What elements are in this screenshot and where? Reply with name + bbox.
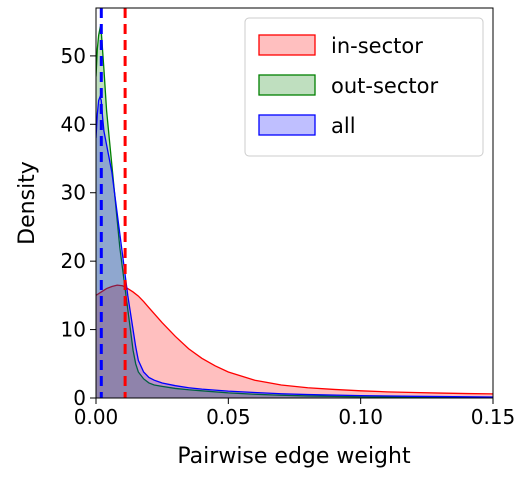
y-tick-label: 30 bbox=[61, 181, 86, 205]
legend-label: all bbox=[331, 114, 356, 138]
area-fill-in-sector bbox=[96, 285, 493, 398]
y-tick-label: 20 bbox=[61, 249, 86, 273]
x-axis-label: Pairwise edge weight bbox=[177, 444, 411, 469]
median-lines bbox=[99, 8, 127, 398]
x-tick-label: 0.00 bbox=[74, 405, 119, 429]
legend-label: out-sector bbox=[331, 74, 438, 98]
y-axis: 0 10 20 30 40 50 bbox=[61, 44, 96, 410]
y-tick-label: 0 bbox=[73, 386, 86, 410]
legend-swatch bbox=[258, 114, 316, 136]
x-tick-label: 0.05 bbox=[206, 405, 251, 429]
density-line-out-sector bbox=[96, 26, 493, 398]
legend-label: in-sector bbox=[331, 34, 423, 58]
x-axis: 0.00 0.05 0.10 0.15 bbox=[74, 398, 516, 429]
legend-box bbox=[244, 17, 484, 157]
legend-swatch bbox=[258, 34, 316, 56]
area-fill-all bbox=[96, 96, 493, 398]
density-line-all bbox=[96, 95, 493, 398]
density-areas bbox=[96, 26, 493, 398]
density-line-in-sector bbox=[96, 284, 493, 395]
y-axis-label: Density bbox=[15, 161, 40, 245]
y-tick-label: 40 bbox=[61, 112, 86, 136]
y-tick-label: 50 bbox=[61, 44, 86, 68]
legend-swatch bbox=[258, 74, 316, 96]
y-tick-label: 10 bbox=[61, 318, 86, 342]
legend: in-sector out-sector all bbox=[244, 17, 484, 157]
plot-frame bbox=[95, 7, 494, 399]
x-tick-label: 0.10 bbox=[338, 405, 383, 429]
x-tick-label: 0.15 bbox=[471, 405, 516, 429]
